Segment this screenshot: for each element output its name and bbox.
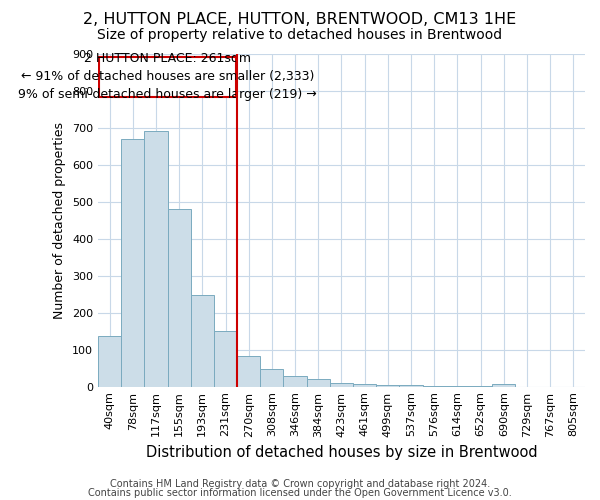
Bar	[121, 139, 145, 386]
Bar	[98, 336, 121, 386]
Bar	[260, 368, 283, 386]
Bar	[283, 376, 307, 386]
Bar	[400, 385, 422, 386]
X-axis label: Distribution of detached houses by size in Brentwood: Distribution of detached houses by size …	[146, 445, 537, 460]
Bar	[214, 331, 237, 386]
Bar	[330, 383, 353, 386]
Bar	[191, 295, 214, 386]
Bar	[376, 385, 400, 386]
Bar	[145, 130, 167, 386]
Text: Contains public sector information licensed under the Open Government Licence v3: Contains public sector information licen…	[88, 488, 512, 498]
Bar	[167, 210, 191, 386]
Text: Size of property relative to detached houses in Brentwood: Size of property relative to detached ho…	[97, 28, 503, 42]
Bar	[237, 356, 260, 386]
Text: 2 HUTTON PLACE: 261sqm
← 91% of detached houses are smaller (2,333)
9% of semi-d: 2 HUTTON PLACE: 261sqm ← 91% of detached…	[18, 52, 317, 102]
Bar	[307, 380, 330, 386]
Text: Contains HM Land Registry data © Crown copyright and database right 2024.: Contains HM Land Registry data © Crown c…	[110, 479, 490, 489]
Bar	[492, 384, 515, 386]
FancyBboxPatch shape	[99, 56, 236, 97]
Y-axis label: Number of detached properties: Number of detached properties	[53, 122, 67, 319]
Bar	[353, 384, 376, 386]
Text: 2, HUTTON PLACE, HUTTON, BRENTWOOD, CM13 1HE: 2, HUTTON PLACE, HUTTON, BRENTWOOD, CM13…	[83, 12, 517, 28]
